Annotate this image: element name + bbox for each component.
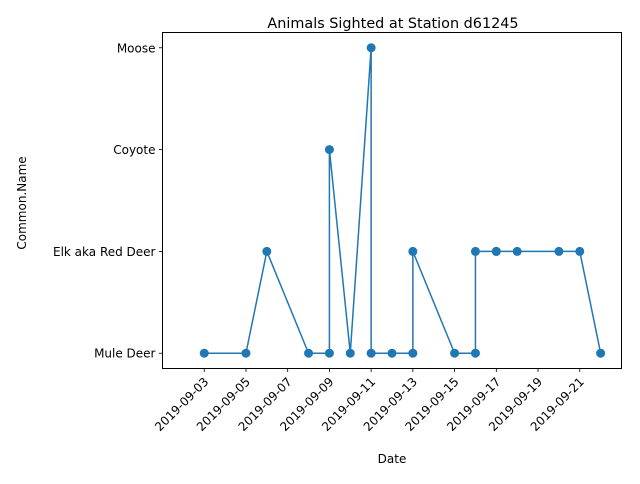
data-point xyxy=(324,145,334,155)
x-axis: 2019-09-032019-09-052019-09-072019-09-09… xyxy=(152,368,587,434)
chart-title: Animals Sighted at Station d61245 xyxy=(267,16,518,32)
data-point xyxy=(366,43,376,53)
data-point xyxy=(366,348,376,358)
data-point xyxy=(262,246,272,256)
y-axis-label: Common.Name xyxy=(15,156,29,249)
data-point xyxy=(199,348,209,358)
y-axis: Mule Deer Elk aka Red Deer Coyote Moose xyxy=(53,41,163,361)
data-point xyxy=(241,348,251,358)
data-point xyxy=(554,246,564,256)
data-point xyxy=(512,246,522,256)
data-point xyxy=(345,348,355,358)
data-point xyxy=(596,348,606,358)
data-point xyxy=(324,348,334,358)
axes xyxy=(162,32,622,369)
data-point xyxy=(304,348,314,358)
data-point xyxy=(470,246,480,256)
series-line xyxy=(204,47,602,354)
data-point xyxy=(491,246,501,256)
axes-frame xyxy=(162,32,622,369)
x-axis-label: Date xyxy=(378,452,407,466)
data-point xyxy=(387,348,397,358)
y-tick-label: Moose xyxy=(117,41,156,55)
data-point xyxy=(470,348,480,358)
data-point xyxy=(575,246,585,256)
data-point xyxy=(408,246,418,256)
y-tick-label: Mule Deer xyxy=(94,347,155,361)
plot-area xyxy=(199,43,606,358)
y-tick-label: Elk aka Red Deer xyxy=(53,245,156,259)
y-tick-label: Coyote xyxy=(113,143,155,157)
data-point xyxy=(408,348,418,358)
data-point xyxy=(450,348,460,358)
